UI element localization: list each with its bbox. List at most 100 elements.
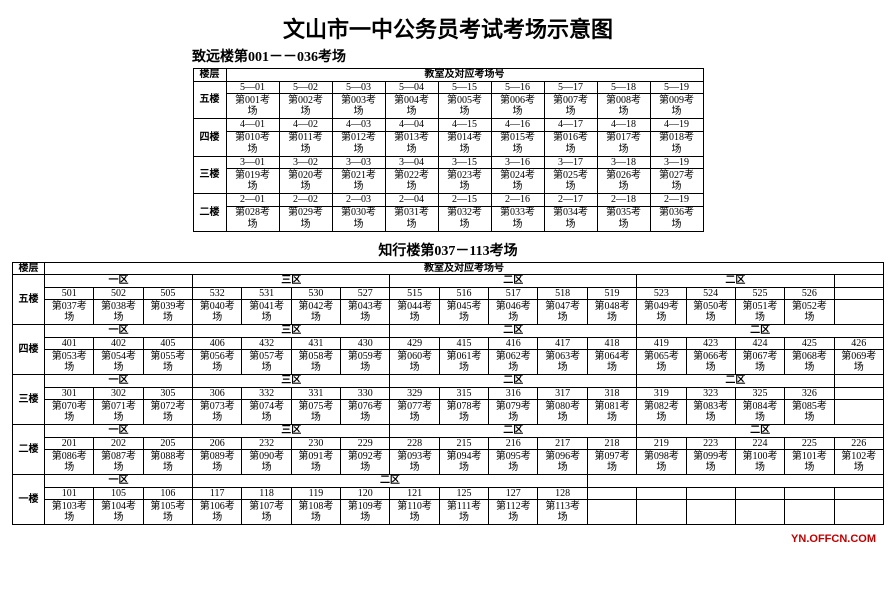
room-code: 325 [735, 387, 784, 400]
room-code: 406 [193, 337, 242, 350]
room-code: 5—17 [544, 81, 597, 94]
room-code: 526 [785, 287, 834, 300]
exam-room: 第090考场 [242, 450, 291, 475]
floor-label: 四楼 [193, 119, 226, 157]
room-code: 5—16 [491, 81, 544, 94]
exam-room: 第033考场 [491, 206, 544, 231]
room-code: 329 [390, 387, 439, 400]
room-code: 226 [834, 437, 883, 450]
exam-room: 第085考场 [785, 400, 834, 425]
room-code: 4—04 [385, 119, 438, 132]
room-code: 415 [439, 337, 488, 350]
room-code: 5—19 [650, 81, 703, 94]
room-code: 4—19 [650, 119, 703, 132]
room-code: 524 [686, 287, 735, 300]
room-code: 401 [45, 337, 94, 350]
room-code: 302 [94, 387, 143, 400]
room-code: 332 [242, 387, 291, 400]
exam-room: 第086考场 [45, 450, 94, 475]
exam-room: 第072考场 [143, 400, 192, 425]
room-code: 4—18 [597, 119, 650, 132]
exam-room: 第058考场 [291, 350, 340, 375]
exam-room: 第015考场 [491, 131, 544, 156]
exam-room: 第032考场 [438, 206, 491, 231]
exam-room: 第081考场 [587, 400, 636, 425]
room-code: 5—01 [226, 81, 279, 94]
exam-room: 第006考场 [491, 94, 544, 119]
exam-room: 第027考场 [650, 169, 703, 194]
zone-label: 一区 [45, 375, 193, 388]
exam-room: 第043考场 [341, 300, 390, 325]
room-code: 2—02 [279, 194, 332, 207]
room-code: 229 [341, 437, 390, 450]
exam-room [735, 500, 784, 525]
room-code: 305 [143, 387, 192, 400]
room-code: 225 [785, 437, 834, 450]
floor-label: 一楼 [13, 475, 45, 525]
room-code: 101 [45, 487, 94, 500]
exam-room: 第068考场 [785, 350, 834, 375]
exam-room [785, 500, 834, 525]
exam-room: 第025考场 [544, 169, 597, 194]
building1-name: 致远楼第001－－036考场 [192, 46, 884, 66]
exam-room: 第108考场 [291, 500, 340, 525]
room-code: 202 [94, 437, 143, 450]
exam-room: 第044考场 [390, 300, 439, 325]
exam-room: 第065考场 [637, 350, 686, 375]
page-title: 文山市一中公务员考试考场示意图 [12, 12, 884, 44]
zone-label: 二区 [637, 375, 834, 388]
room-code: 2—04 [385, 194, 438, 207]
exam-room: 第038考场 [94, 300, 143, 325]
room-code: 232 [242, 437, 291, 450]
room-code: 501 [45, 287, 94, 300]
room-code: 120 [341, 487, 390, 500]
exam-room: 第089考场 [193, 450, 242, 475]
exam-room [834, 400, 883, 425]
zone-label: 二区 [193, 475, 588, 488]
exam-room: 第051考场 [735, 300, 784, 325]
exam-room: 第079考场 [489, 400, 538, 425]
exam-room: 第060考场 [390, 350, 439, 375]
building1-table: 楼层 教室及对应考场号 五楼5—015—025—035—045—155—165—… [193, 68, 704, 232]
room-code: 2—18 [597, 194, 650, 207]
exam-room: 第004考场 [385, 94, 438, 119]
room-code: 316 [489, 387, 538, 400]
zone-label: 二区 [390, 425, 637, 438]
zone-label: 二区 [390, 275, 637, 288]
room-code: 2—19 [650, 194, 703, 207]
building2-table: 楼层 教室及对应考场号 五楼一区三区二区二区501502505532531530… [12, 262, 884, 526]
room-code: 5—15 [438, 81, 491, 94]
room-code: 3—04 [385, 156, 438, 169]
exam-room: 第110考场 [390, 500, 439, 525]
floor-label: 五楼 [13, 275, 45, 325]
zone-label: 二区 [637, 425, 884, 438]
room-code: 118 [242, 487, 291, 500]
exam-room: 第053考场 [45, 350, 94, 375]
exam-room: 第018考场 [650, 131, 703, 156]
exam-room: 第097考场 [587, 450, 636, 475]
room-code: 517 [489, 287, 538, 300]
exam-room [686, 500, 735, 525]
room-code [834, 487, 883, 500]
exam-room: 第042考场 [291, 300, 340, 325]
room-code [637, 487, 686, 500]
room-code: 3—19 [650, 156, 703, 169]
exam-room: 第088考场 [143, 450, 192, 475]
exam-room [637, 500, 686, 525]
zone-label: 三区 [193, 375, 390, 388]
room-code: 515 [390, 287, 439, 300]
exam-room: 第001考场 [226, 94, 279, 119]
room-code: 4—15 [438, 119, 491, 132]
room-code: 519 [587, 287, 636, 300]
room-code [686, 487, 735, 500]
room-code: 3—17 [544, 156, 597, 169]
room-code: 201 [45, 437, 94, 450]
exam-room: 第019考场 [226, 169, 279, 194]
exam-room: 第030考场 [332, 206, 385, 231]
room-code: 331 [291, 387, 340, 400]
room-code: 527 [341, 287, 390, 300]
room-code [587, 487, 636, 500]
room-code: 205 [143, 437, 192, 450]
room-code: 3—03 [332, 156, 385, 169]
exam-room: 第094考场 [439, 450, 488, 475]
